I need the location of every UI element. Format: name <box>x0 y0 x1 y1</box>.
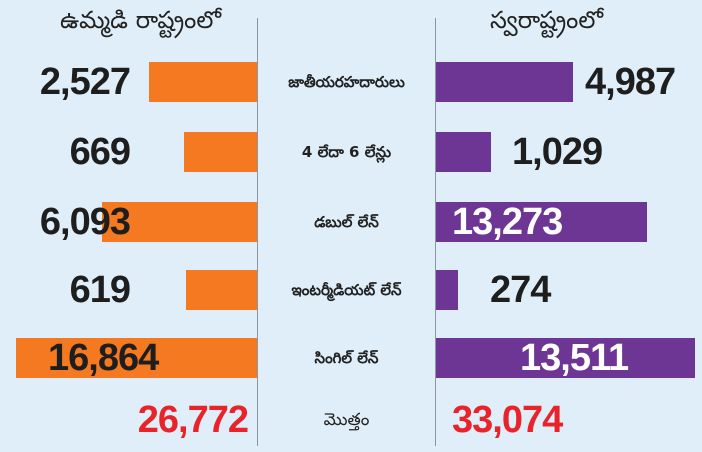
right-value-label: 13,511 <box>520 337 629 379</box>
left-value-label: 2,527 <box>39 61 131 103</box>
category-label: సింగిల్ లేన్ <box>314 349 379 367</box>
right-series-header: స్వరాష్ట్రంలో <box>490 6 604 34</box>
category-label: 4 లేదా 6 లేన్లు <box>301 143 392 161</box>
left-bar <box>184 132 257 172</box>
divider-left <box>257 18 258 446</box>
right-value-label: 4,987 <box>585 61 676 103</box>
right-value-label: 13,273 <box>452 201 563 243</box>
right-value-label: 1,029 <box>512 131 603 173</box>
right-bar <box>436 270 458 310</box>
left-value-label: 16,864 <box>48 337 159 379</box>
category-label: జాతీయరహదారులు <box>288 73 405 91</box>
total-label: మొత్తం <box>323 410 370 430</box>
left-value-label: 669 <box>69 131 131 173</box>
right-total: 33,074 <box>452 399 563 441</box>
category-label: ఇంటర్మీడియట్ లేన్ <box>291 281 402 299</box>
left-value-label: 6,093 <box>39 201 131 243</box>
left-bar <box>102 202 257 242</box>
right-value-label: 274 <box>490 269 551 311</box>
right-bar <box>436 202 647 242</box>
left-bar <box>16 338 257 378</box>
right-bar <box>436 338 695 378</box>
left-value-label: 619 <box>69 269 131 311</box>
left-bar <box>186 270 257 310</box>
left-bar <box>148 62 257 102</box>
left-total: 26,772 <box>137 399 249 441</box>
left-series-header: ఉమ్మడి రాష్ట్రంలో <box>60 6 222 34</box>
divider-right <box>435 18 436 446</box>
category-label: డబుల్ లేన్ <box>314 213 379 231</box>
right-bar <box>436 132 491 172</box>
right-bar <box>436 62 573 102</box>
